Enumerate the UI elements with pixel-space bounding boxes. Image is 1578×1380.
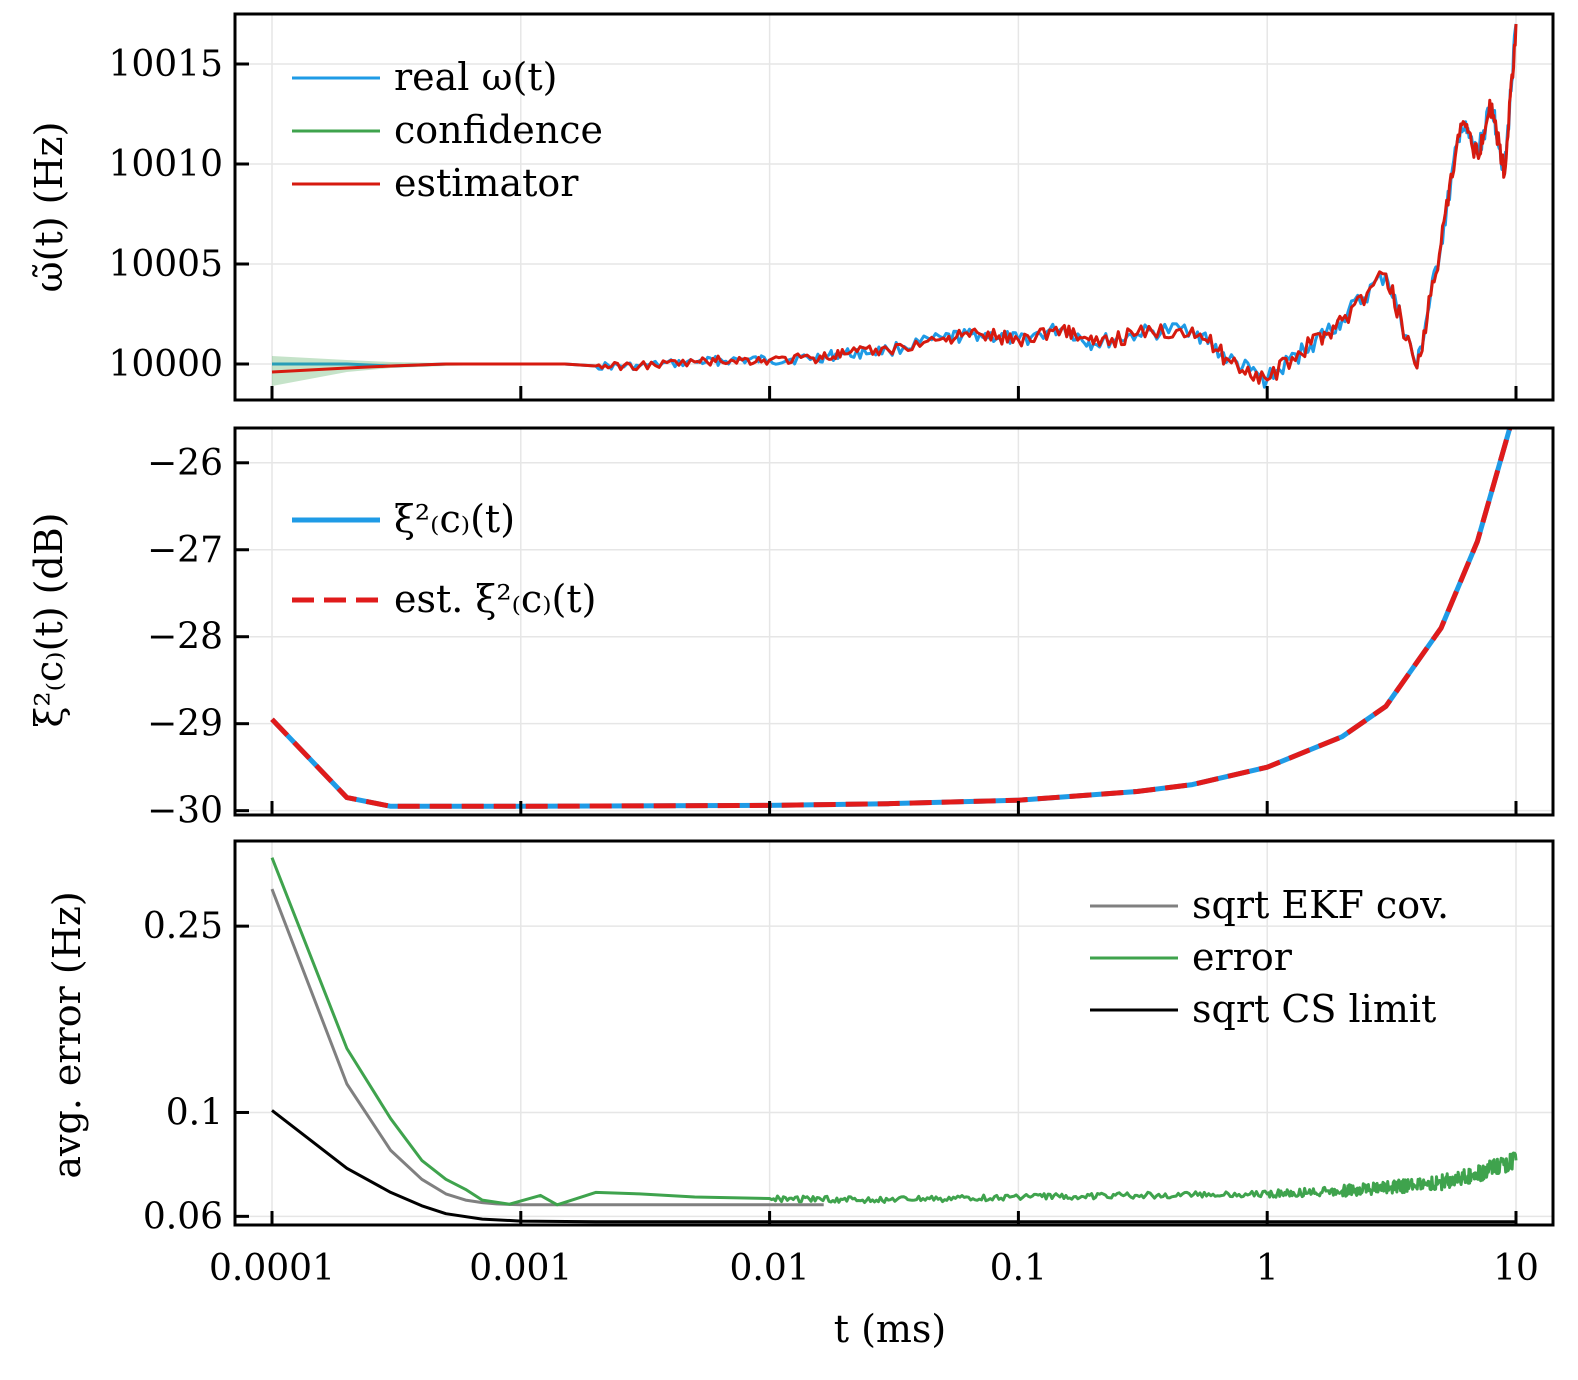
ylabel-squeezing: ξ²₍c₎(t) (dB) xyxy=(27,512,71,727)
series-group xyxy=(270,857,1518,1224)
x-tick-label: 0.1 xyxy=(990,1248,1047,1289)
series-group xyxy=(271,23,1518,389)
ylabel-omega: ω̃(t) (Hz) xyxy=(27,122,71,293)
y-tick-label: 0.25 xyxy=(143,906,223,947)
series-line-error xyxy=(270,857,1518,1207)
xlabel-time: t (ms) xyxy=(834,1307,947,1351)
legend: sqrt EKF cov. error sqrt CS limit xyxy=(1090,883,1449,1031)
legend-label: real ω(t) xyxy=(394,55,557,99)
legend-label: error xyxy=(1192,935,1293,979)
legend-label: estimator xyxy=(394,161,579,205)
panel-omega: 10000 10005 10010 10015 real ω(t) confidence e… xyxy=(108,12,1555,402)
plot-frame xyxy=(233,426,1555,817)
series-line-sqrt-cs-limit xyxy=(271,1109,1516,1224)
plot-frame xyxy=(233,12,1555,402)
series-line-estimator xyxy=(271,23,1518,385)
x-tick-label: 0.001 xyxy=(469,1248,572,1289)
y-tick-label: 10000 xyxy=(108,344,223,385)
legend-label: ξ²₍c₎(t) xyxy=(394,497,515,541)
legend-label: sqrt EKF cov. xyxy=(1192,883,1449,927)
y-tick-label: 0.06 xyxy=(143,1196,223,1237)
y-tick-label: −26 xyxy=(147,443,223,484)
series-group xyxy=(270,428,1513,809)
x-tick-label: 0.0001 xyxy=(209,1248,335,1289)
y-tick-label: 0.1 xyxy=(166,1092,223,1133)
legend-label: confidence xyxy=(394,108,603,152)
x-tick-label: 1 xyxy=(1256,1248,1279,1289)
y-tick-label: −29 xyxy=(147,704,223,745)
legend: real ω(t) confidence estimator xyxy=(292,55,603,205)
legend: ξ²₍c₎(t) est. ξ²₍c₎(t) xyxy=(292,497,596,621)
y-tick-label: −27 xyxy=(147,530,223,571)
series-line-est-c-t xyxy=(270,428,1513,809)
x-tick-label: 10 xyxy=(1493,1248,1539,1289)
y-tick-label: −30 xyxy=(147,791,223,832)
plot-frame xyxy=(233,839,1555,1227)
y-tick-label: 10005 xyxy=(108,244,223,285)
legend-label: est. ξ²₍c₎(t) xyxy=(394,577,596,621)
y-tick-label: −28 xyxy=(147,617,223,658)
panel-squeezing: −30 −29 −28 −27 −26 ξ²₍c₎(t) est. ξ²₍c₎(t) xyxy=(147,426,1555,832)
series-line-sqrt-ekf-cov xyxy=(270,888,824,1207)
panel-avg-error: 0.06 0.1 0.25 0.0001 0.001 0.01 0.1 1 10 sqrt EKF… xyxy=(143,839,1555,1289)
legend-label: sqrt CS limit xyxy=(1192,987,1436,1031)
ylabel-avg-error: avg. error (Hz) xyxy=(45,891,89,1178)
y-tick-label: 10010 xyxy=(108,144,223,185)
x-tick-label: 0.01 xyxy=(730,1248,810,1289)
grid xyxy=(235,428,1553,815)
y-tick-label: 10015 xyxy=(108,44,223,85)
